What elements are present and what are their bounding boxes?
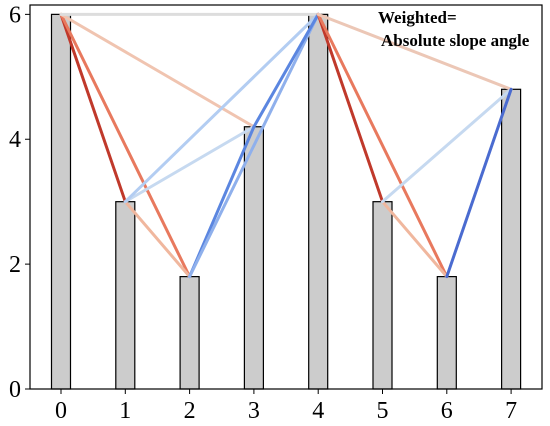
- ticks-layer: 0 1 2 3 4 5 6 7 0 2 4 6: [9, 2, 517, 424]
- bar-0: [50, 13, 72, 390]
- bar-5: [372, 201, 393, 390]
- x-tick-label-3: 3: [248, 398, 260, 424]
- bar-3: [243, 126, 264, 390]
- bar-6: [436, 276, 457, 390]
- edge-4-7: [316, 12, 513, 91]
- edge-2-4: [188, 12, 320, 279]
- bar-7: [501, 88, 522, 390]
- edges-layer: [59, 12, 513, 279]
- y-tick-label-4: 4: [9, 127, 21, 153]
- x-tick-label-0: 0: [55, 398, 67, 424]
- edge-1-4: [123, 12, 320, 204]
- x-tick-label-5: 5: [377, 398, 389, 424]
- annotation-line-1: Weighted=: [378, 8, 457, 27]
- edge-4-5: [316, 12, 384, 204]
- x-tick-label-1: 1: [119, 398, 131, 424]
- annotation-line-2: Absolute slope angle: [381, 31, 530, 50]
- edge-0-2: [59, 12, 192, 279]
- bar-1: [115, 201, 136, 390]
- x-tick-label-2: 2: [184, 398, 196, 424]
- edge-4-6: [316, 12, 449, 279]
- bar-2: [179, 276, 200, 390]
- x-tick-label-4: 4: [312, 398, 324, 424]
- edge-5-7: [381, 87, 513, 204]
- edge-1-2: [123, 200, 192, 279]
- edge-6-7: [445, 87, 513, 279]
- y-tick-label-6: 6: [9, 2, 21, 28]
- x-tick-label-6: 6: [441, 398, 453, 424]
- edge-5-6: [381, 200, 449, 279]
- bars-layer: [50, 13, 522, 390]
- edge-3-4: [252, 12, 320, 129]
- y-tick-label-2: 2: [9, 252, 21, 278]
- edge-1-3: [123, 125, 256, 204]
- y-tick-label-0: 0: [9, 377, 21, 403]
- edge-0-1: [59, 12, 127, 204]
- bar-4: [308, 13, 329, 390]
- x-tick-label-7: 7: [505, 398, 517, 424]
- plot-frame: [29, 4, 543, 390]
